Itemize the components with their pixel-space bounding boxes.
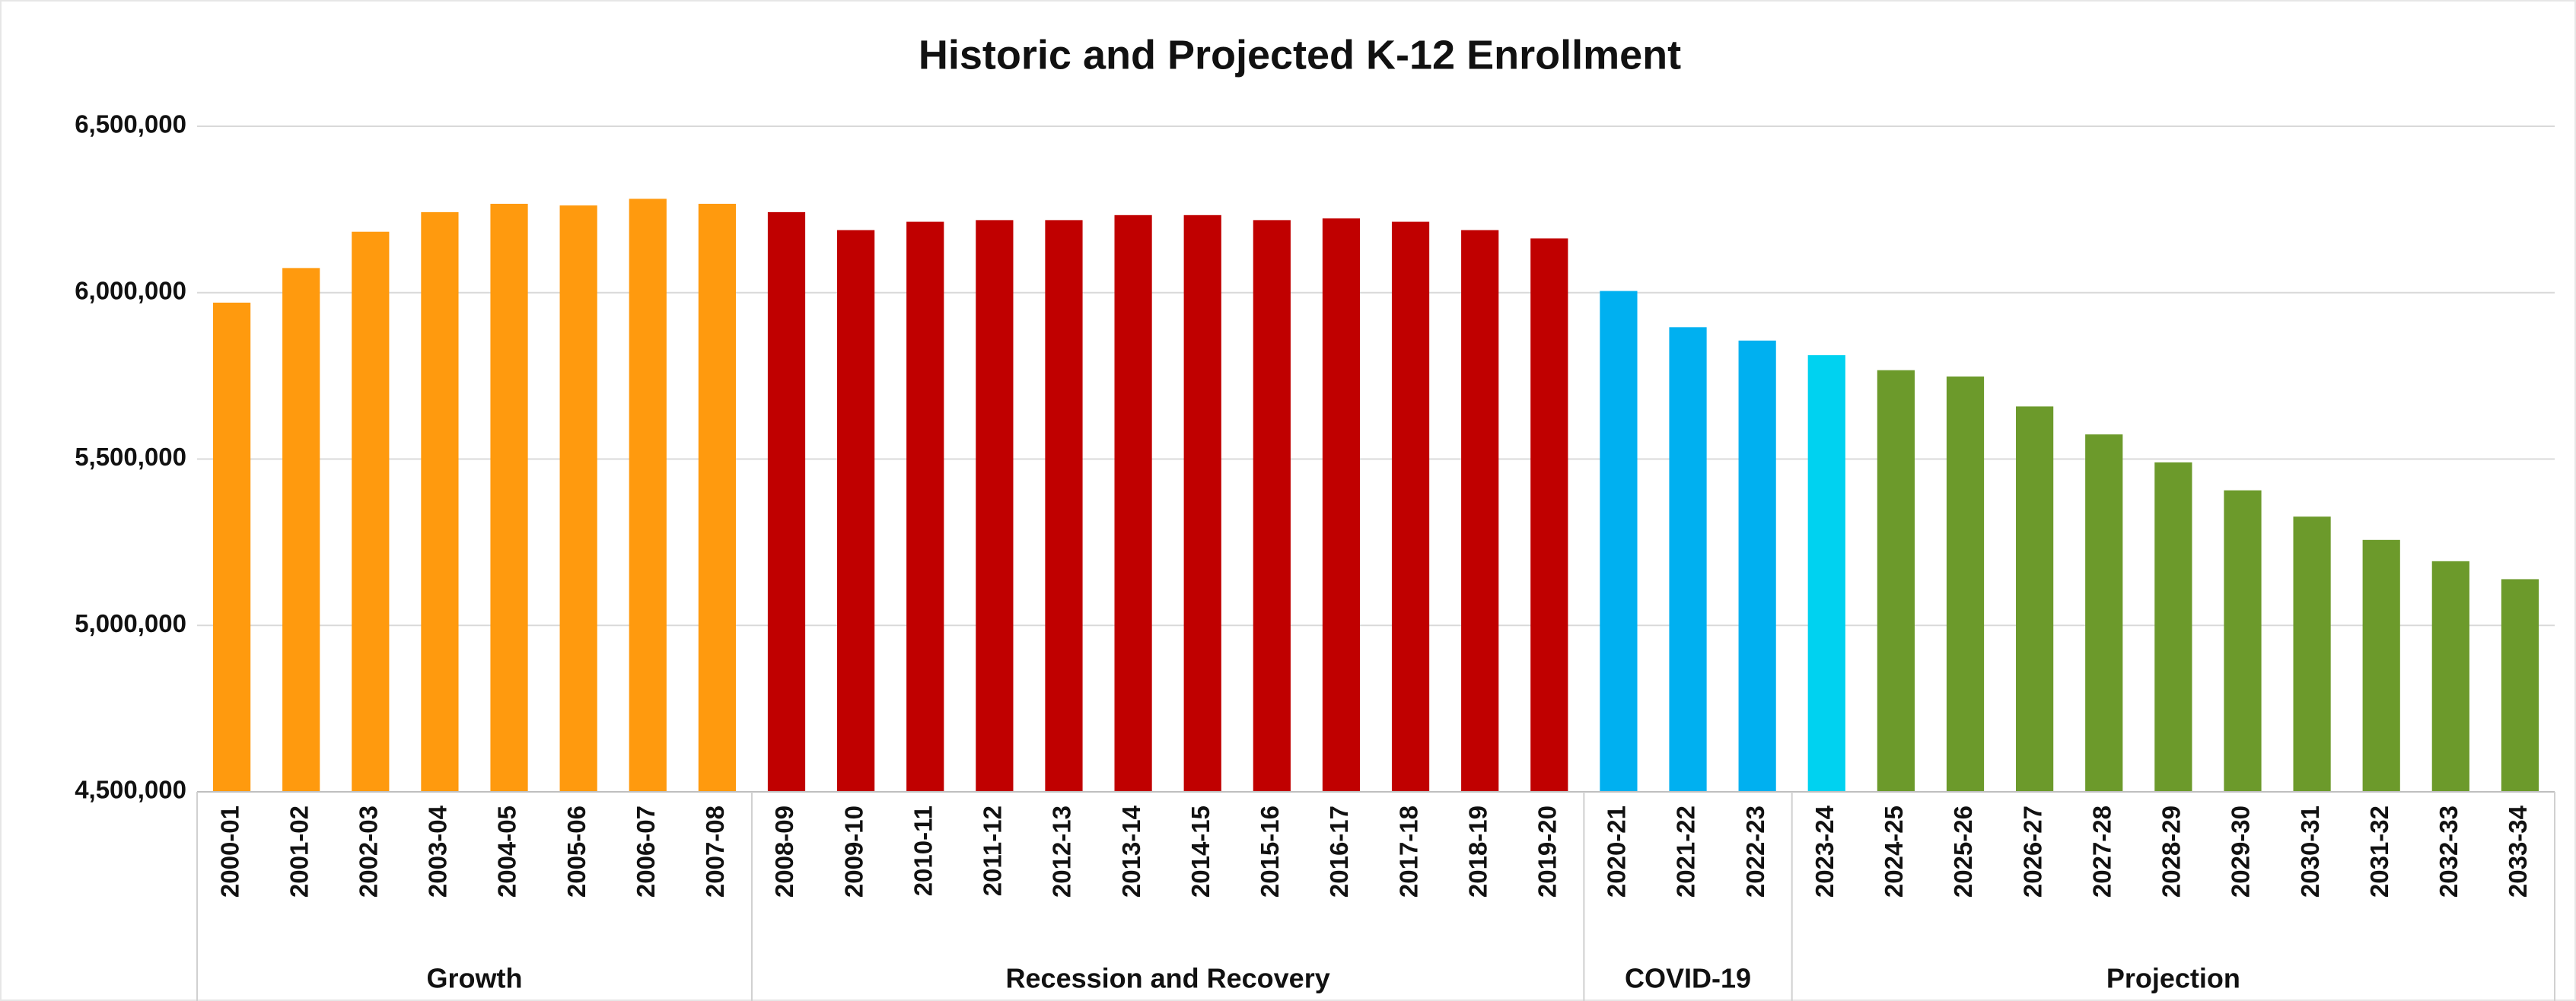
- group-label: Growth: [426, 963, 522, 994]
- group-label: COVID-19: [1625, 963, 1751, 994]
- bar: [1391, 221, 1430, 792]
- bar: [1530, 238, 1568, 792]
- bar: [421, 211, 459, 792]
- bar: [976, 220, 1014, 792]
- x-tick-label: 2023-24: [1810, 805, 1839, 898]
- bar: [282, 268, 320, 792]
- x-tick-label: 2018-19: [1463, 806, 1492, 898]
- bar: [2224, 490, 2262, 792]
- x-tick-label: 2031-32: [2365, 806, 2393, 898]
- x-tick-label: 2002-03: [355, 806, 383, 898]
- bar: [906, 221, 944, 792]
- bar: [1946, 377, 1985, 792]
- y-tick-label: 6,000,000: [75, 276, 186, 304]
- x-tick-label: 2015-16: [1256, 806, 1284, 898]
- x-tick-label: 2006-07: [632, 806, 660, 898]
- x-tick-label: 2033-34: [2504, 805, 2532, 898]
- y-tick-label: 4,500,000: [75, 776, 186, 804]
- x-tick-label: 2029-30: [2227, 806, 2255, 898]
- x-tick-label: 2010-11: [909, 806, 937, 896]
- bar: [837, 230, 875, 792]
- x-tick-label: 2020-21: [1603, 806, 1631, 898]
- bar: [1114, 214, 1152, 792]
- x-tick-label: 2012-13: [1048, 806, 1076, 898]
- x-tick-label: 2014-15: [1186, 806, 1215, 898]
- group-label: Projection: [2106, 963, 2240, 994]
- x-tick-label: 2027-28: [2087, 806, 2116, 898]
- x-tick-label: 2011-12: [979, 806, 1007, 896]
- x-tick-label: 2007-08: [701, 806, 729, 898]
- group-label: Recession and Recovery: [1006, 963, 1330, 994]
- x-tick-label: 2021-22: [1672, 806, 1700, 898]
- bar: [1669, 327, 1707, 792]
- bar: [2293, 516, 2331, 792]
- bar: [1807, 355, 1845, 792]
- bar: [559, 205, 597, 792]
- x-tick-label: 2009-10: [839, 806, 868, 898]
- x-tick-label: 2022-23: [1741, 806, 1769, 898]
- bar: [1600, 291, 1638, 792]
- x-tick-label: 2025-26: [1949, 806, 1977, 898]
- bar: [1253, 220, 1291, 792]
- chart-title: Historic and Projected K-12 Enrollment: [919, 32, 1681, 78]
- x-tick-label: 2017-18: [1394, 806, 1422, 898]
- bar: [1877, 370, 1915, 792]
- x-tick-label: 2028-29: [2157, 806, 2186, 898]
- x-tick-label: 2001-02: [285, 806, 313, 898]
- y-tick-label: 5,000,000: [75, 609, 186, 637]
- bar: [490, 203, 528, 792]
- y-tick-label: 6,500,000: [75, 110, 186, 138]
- bar: [2154, 462, 2192, 792]
- bar: [2431, 561, 2469, 792]
- bar: [629, 199, 667, 792]
- bar: [352, 231, 390, 792]
- bar: [1322, 218, 1361, 792]
- x-tick-label: 2026-27: [2018, 806, 2046, 898]
- x-tick-label: 2004-05: [493, 806, 521, 898]
- bar: [767, 211, 806, 792]
- bar: [1738, 340, 1776, 792]
- bar: [2016, 406, 2054, 792]
- x-tick-label: 2000-01: [215, 806, 244, 898]
- bar: [2362, 539, 2400, 792]
- bar: [212, 302, 251, 792]
- bar: [1183, 214, 1221, 792]
- x-tick-label: 2032-33: [2434, 806, 2463, 898]
- x-tick-label: 2005-06: [562, 806, 591, 898]
- y-tick-label: 5,500,000: [75, 443, 186, 471]
- bar: [1045, 220, 1083, 792]
- x-tick-label: 2003-04: [424, 805, 452, 898]
- x-tick-label: 2013-14: [1117, 805, 1145, 898]
- bar: [2085, 434, 2123, 792]
- bar: [698, 203, 736, 792]
- x-tick-label: 2019-20: [1533, 806, 1562, 898]
- x-tick-label: 2008-09: [770, 806, 798, 898]
- bar: [1461, 230, 1499, 792]
- bar: [2501, 579, 2539, 792]
- x-tick-label: 2024-25: [1880, 806, 1908, 898]
- x-tick-label: 2016-17: [1325, 806, 1353, 898]
- x-tick-label: 2030-31: [2296, 806, 2324, 898]
